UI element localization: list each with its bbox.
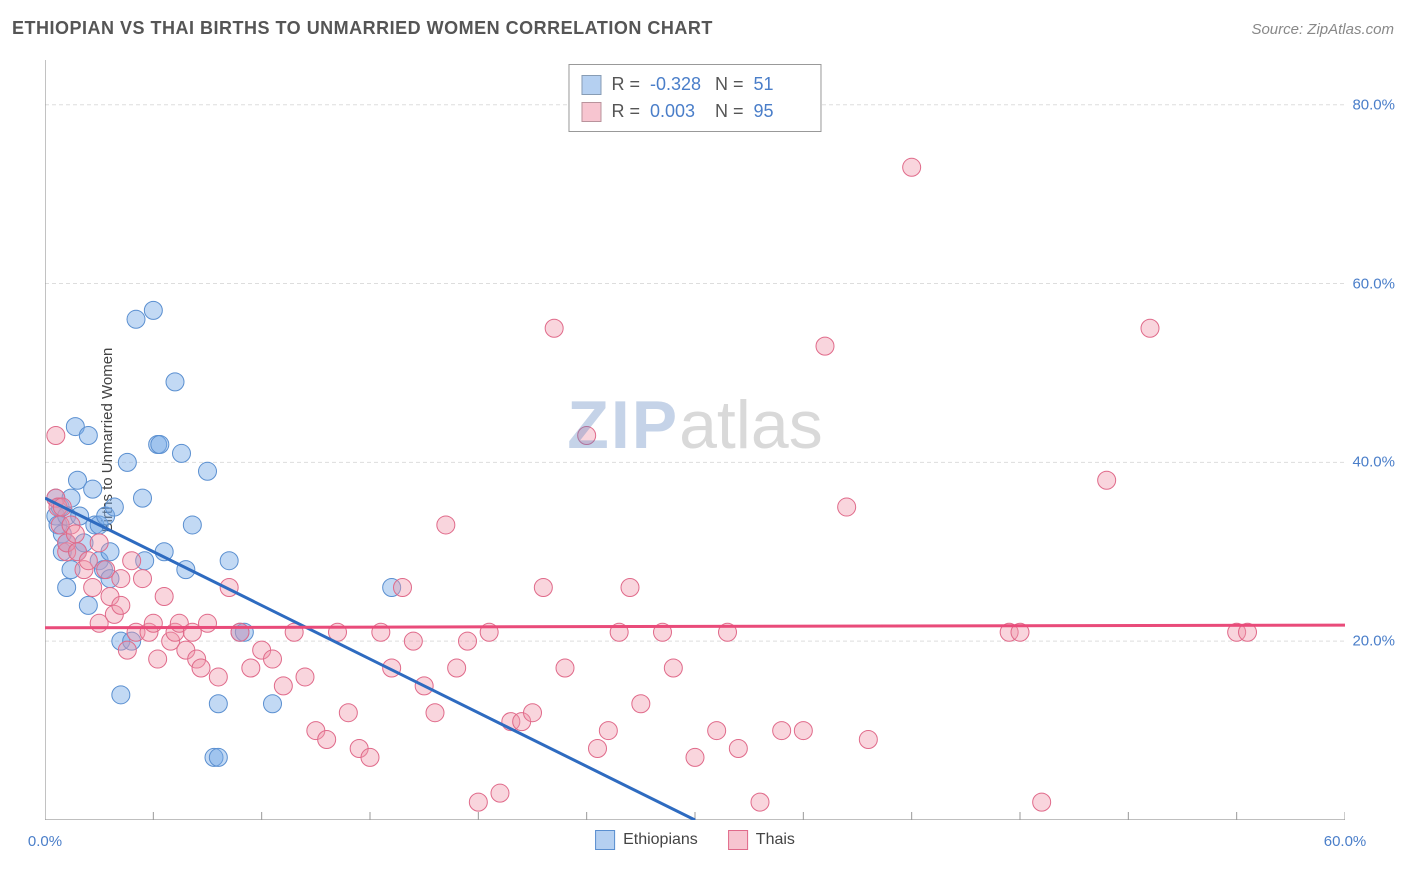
y-tick-label: 40.0% [1352, 454, 1395, 471]
stats-legend-box: R = -0.328 N = 51 R = 0.003 N = 95 [568, 64, 821, 132]
bottom-legend: Ethiopians Thais [595, 830, 795, 850]
legend-item: Ethiopians [595, 830, 698, 850]
y-tick-label: 60.0% [1352, 275, 1395, 292]
r-value: -0.328 [650, 71, 705, 98]
x-tick-label: 0.0% [28, 833, 62, 850]
stats-row: R = 0.003 N = 95 [581, 98, 808, 125]
legend-label: Thais [756, 831, 795, 849]
r-label: R = [611, 98, 640, 125]
r-value: 0.003 [650, 98, 705, 125]
x-tick-label: 60.0% [1324, 833, 1367, 850]
chart-title: ETHIOPIAN VS THAI BIRTHS TO UNMARRIED WO… [12, 18, 713, 39]
swatch-icon [581, 75, 601, 95]
chart-header: ETHIOPIAN VS THAI BIRTHS TO UNMARRIED WO… [12, 18, 1394, 39]
n-value: 95 [754, 98, 809, 125]
swatch-icon [728, 830, 748, 850]
chart-source: Source: ZipAtlas.com [1251, 21, 1394, 38]
n-label: N = [715, 71, 744, 98]
swatch-icon [581, 102, 601, 122]
n-value: 51 [754, 71, 809, 98]
legend-label: Ethiopians [623, 831, 698, 849]
stats-row: R = -0.328 N = 51 [581, 71, 808, 98]
chart-area: Births to Unmarried Women ZIPatlas R = -… [45, 60, 1345, 820]
r-label: R = [611, 71, 640, 98]
y-tick-label: 20.0% [1352, 633, 1395, 650]
scatter-chart [45, 60, 1345, 820]
swatch-icon [595, 830, 615, 850]
legend-item: Thais [728, 830, 795, 850]
n-label: N = [715, 98, 744, 125]
y-tick-label: 80.0% [1352, 96, 1395, 113]
